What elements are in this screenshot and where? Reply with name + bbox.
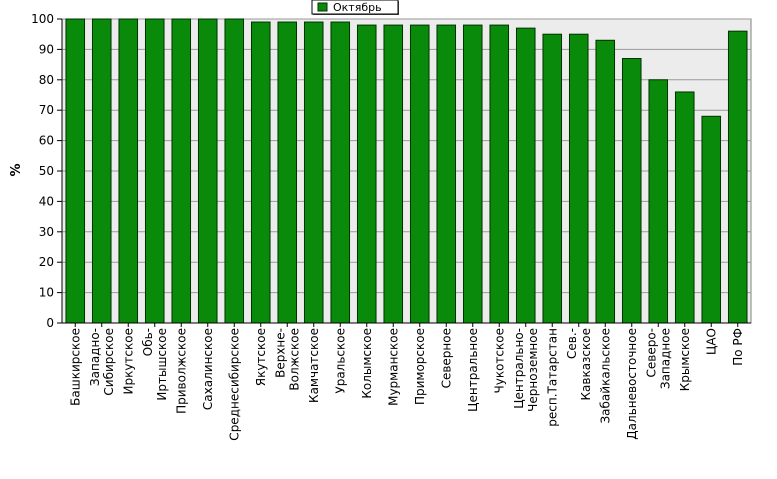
x-tick-label: Северное [439,328,453,388]
bar [303,21,324,324]
y-tick-label: 90 [39,42,54,56]
legend-swatch [317,2,328,12]
x-tick-label: Западное [658,328,672,389]
bar [330,21,351,324]
x-tick-label: Иркутское [121,328,135,395]
bar [91,18,112,324]
bar [250,21,271,324]
bar [144,18,165,324]
bar [277,21,298,324]
x-tick-label: Приволжское [174,328,188,414]
bar [383,24,404,324]
x-tick-label: Среднесибирское [227,328,241,441]
x-tick-label: По РФ [731,328,745,366]
bar [621,58,642,324]
bar [595,39,616,324]
bar [727,30,748,324]
legend-label: Октябрь [333,1,382,14]
x-tick-label: Кавказское [579,328,593,401]
y-tick-label: 20 [39,255,54,269]
bar [568,33,589,324]
bar [489,24,510,324]
bar [701,115,722,324]
bar [356,24,377,324]
x-tick-label: Якутское [254,328,268,386]
y-tick-label: 50 [39,164,54,178]
bar [436,24,457,324]
x-tick-label: Центральное [466,328,480,412]
x-tick-label: Черноземное [526,328,540,412]
bar [674,91,695,324]
y-tick-label: 40 [39,194,54,208]
x-tick-label: Уральское [333,328,347,394]
bar [118,18,139,324]
y-axis: 0 10 20 30 40 50 60 70 80 90 100 [31,12,63,330]
y-tick-label: 100 [31,12,54,26]
x-tick-label: Забайкальское [598,328,612,424]
x-tick-label: Сибирское [102,328,116,396]
x-tick-label: ЦАО [704,328,718,355]
x-tick-label: Сев.- [565,328,579,359]
x-tick-label: Колымское [360,328,374,399]
x-tick-label: Обь- [141,328,155,356]
x-axis: Башкирское Западно- Сибирское Иркутское Обь-… [62,322,751,441]
x-tick-label: Сахалинское [201,328,215,410]
y-tick-label: 10 [39,286,54,300]
x-tick-label: Волжское [287,328,301,391]
x-tick-label: респ.Татарстан [545,328,559,427]
y-axis-label: % [9,163,24,176]
x-tick-label: Дальневосточное [625,328,639,440]
bar [515,27,536,324]
x-tick-label: Центрально- [512,328,526,409]
bars [65,18,748,324]
bar [224,18,245,324]
legend-box [311,0,399,15]
y-tick-label: 60 [39,134,54,148]
bar [542,33,563,324]
x-tick-label: Башкирское [68,328,82,406]
bar [409,24,430,324]
x-tick-label: Мурманское [386,328,400,406]
x-tick-label: Северо- [644,328,658,378]
bar [648,79,669,324]
x-tick-label: Верхне- [273,328,287,378]
bar [171,18,192,324]
bar [197,18,218,324]
y-tick-label: 70 [39,103,54,117]
bar [65,18,86,324]
x-tick-label: Иртышское [155,328,169,401]
bar [462,24,483,324]
x-tick-label: Западно- [88,328,102,386]
x-tick-label: Камчатское [307,328,321,403]
x-tick-label: Чукотское [492,328,506,393]
y-tick-label: 0 [46,316,54,330]
y-tick-label: 30 [39,225,54,239]
x-tick-label: Приморское [413,328,427,405]
y-tick-label: 80 [39,73,54,87]
legend: Октябрь [311,0,399,15]
x-tick-label: Крымское [678,328,692,391]
